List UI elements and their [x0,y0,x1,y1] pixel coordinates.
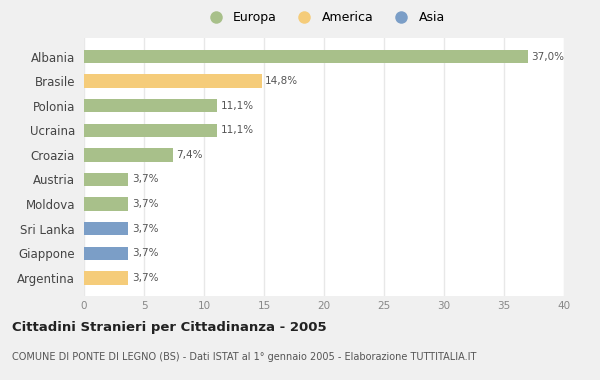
Bar [84,74,262,88]
Text: 11,1%: 11,1% [221,125,254,135]
Bar [84,99,217,112]
Bar [84,197,128,211]
Text: 3,7%: 3,7% [132,174,158,185]
Bar [84,222,128,236]
Bar [84,271,128,285]
Text: Cittadini Stranieri per Cittadinanza - 2005: Cittadini Stranieri per Cittadinanza - 2… [12,321,326,334]
Bar [84,247,128,260]
Bar [84,173,128,186]
Text: 14,8%: 14,8% [265,76,298,86]
Bar [84,148,173,162]
Text: COMUNE DI PONTE DI LEGNO (BS) - Dati ISTAT al 1° gennaio 2005 - Elaborazione TUT: COMUNE DI PONTE DI LEGNO (BS) - Dati IST… [12,352,476,361]
Bar [84,50,528,63]
Bar [84,124,217,137]
Text: 3,7%: 3,7% [132,224,158,234]
Text: 3,7%: 3,7% [132,199,158,209]
Text: 37,0%: 37,0% [532,52,565,62]
Legend: Europa, America, Asia: Europa, America, Asia [200,9,448,27]
Text: 3,7%: 3,7% [132,248,158,258]
Text: 11,1%: 11,1% [221,101,254,111]
Text: 7,4%: 7,4% [176,150,203,160]
Text: 3,7%: 3,7% [132,273,158,283]
